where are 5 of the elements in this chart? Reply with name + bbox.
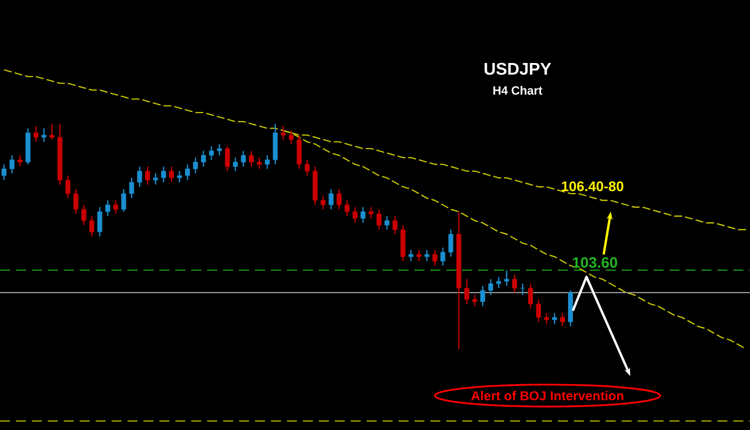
chart-subtitle: H4 Chart (493, 86, 542, 95)
chart-title: USDJPY (484, 62, 552, 75)
annotation: 106.40-80 (562, 181, 624, 192)
text: Alert of BOJ Intervention (471, 390, 624, 400)
annotation: 103.60 (572, 257, 618, 268)
